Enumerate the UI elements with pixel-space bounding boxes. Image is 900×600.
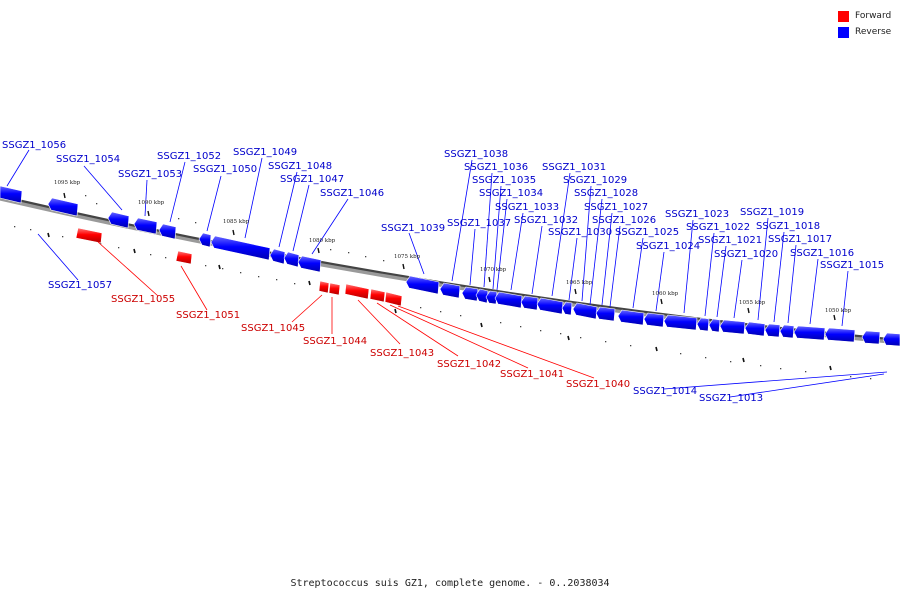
gene-label: SSGZ1_1019 <box>740 207 804 218</box>
kbp-tick-label: 1075 kbp <box>394 254 421 260</box>
gene-label: SSGZ1_1056 <box>2 140 66 151</box>
gene-label: SSGZ1_1016 <box>790 248 854 259</box>
gene-label: SSGZ1_1041 <box>500 369 564 380</box>
gene-label: SSGZ1_1043 <box>370 348 434 359</box>
gene-label: SSGZ1_1050 <box>193 164 257 175</box>
gene-label: SSGZ1_1040 <box>566 379 630 390</box>
gene-label: SSGZ1_1037 <box>447 218 511 229</box>
legend-item-reverse: Reverse <box>838 24 891 40</box>
gene-label: SSGZ1_1051 <box>176 310 240 321</box>
kbp-tick-label: 1085 kbp <box>223 219 250 225</box>
gene-label: SSGZ1_1027 <box>584 202 648 213</box>
gene-label: SSGZ1_1046 <box>320 188 384 199</box>
forward-swatch <box>838 10 849 22</box>
gene-label: SSGZ1_1033 <box>495 202 559 213</box>
reverse-features <box>0 185 900 347</box>
kbp-tick-label: 1095 kbp <box>54 180 81 186</box>
gene-label: SSGZ1_1013 <box>699 393 763 404</box>
kbp-tick-label: 1050 kbp <box>825 308 852 314</box>
gene-label: SSGZ1_1057 <box>48 280 112 291</box>
gene-label: SSGZ1_1052 <box>157 151 221 162</box>
legend: Forward Reverse <box>838 8 891 40</box>
gene-label: SSGZ1_1035 <box>472 175 536 186</box>
gene-label: SSGZ1_1028 <box>574 188 638 199</box>
gene-label: SSGZ1_1024 <box>636 241 700 252</box>
gene-label: SSGZ1_1053 <box>118 169 182 180</box>
gene-label: SSGZ1_1021 <box>698 235 762 246</box>
gene-label: SSGZ1_1022 <box>686 222 750 233</box>
reverse-gene-labels: SSGZ1_1056 SSGZ1_1054 SSGZ1_1053 SSGZ1_1… <box>2 140 884 404</box>
kbp-tick-marks <box>63 192 836 321</box>
reverse-leader-lines <box>6 149 888 398</box>
gene-label: SSGZ1_1055 <box>111 294 175 305</box>
gene-label: SSGZ1_1030 <box>548 227 612 238</box>
legend-item-forward: Forward <box>838 8 891 24</box>
gene-label: SSGZ1_1047 <box>280 174 344 185</box>
gene-label: SSGZ1_1049 <box>233 147 297 158</box>
gene-label: SSGZ1_1026 <box>592 215 656 226</box>
forward-leader-lines <box>97 241 595 379</box>
gene-label: SSGZ1_1036 <box>464 162 528 173</box>
gene-label: SSGZ1_1014 <box>633 386 697 397</box>
gene-label: SSGZ1_1034 <box>479 188 543 199</box>
inner-track-major-ticks <box>47 232 832 371</box>
kbp-tick-label: 1065 kbp <box>566 280 593 286</box>
gene-label: SSGZ1_1042 <box>437 359 501 370</box>
gene-label: SSGZ1_1032 <box>514 215 578 226</box>
gene-label: SSGZ1_1045 <box>241 323 305 334</box>
kbp-tick-label: 1060 kbp <box>652 291 679 297</box>
kbp-tick-label: 1090 kbp <box>138 200 165 206</box>
gene-label: SSGZ1_1054 <box>56 154 120 165</box>
gene-label: SSGZ1_1025 <box>615 227 679 238</box>
gene-label: SSGZ1_1048 <box>268 161 332 172</box>
gene-label: SSGZ1_1029 <box>563 175 627 186</box>
legend-label-forward: Forward <box>855 11 892 21</box>
kbp-tick-label: 1080 kbp <box>309 238 336 244</box>
legend-label-reverse: Reverse <box>855 27 892 37</box>
gene-label: SSGZ1_1020 <box>714 249 778 260</box>
forward-features <box>75 227 403 307</box>
gene-label: SSGZ1_1038 <box>444 149 508 160</box>
gene-label: SSGZ1_1023 <box>665 209 729 220</box>
gene-label: SSGZ1_1031 <box>542 162 606 173</box>
kbp-tick-label: 1055 kbp <box>739 300 766 306</box>
kbp-tick-label: 1070 kbp <box>480 267 507 273</box>
map-caption: Streptococcus suis GZ1, complete genome.… <box>290 578 610 589</box>
reverse-swatch <box>838 26 849 38</box>
forward-gene-labels: SSGZ1_1055 SSGZ1_1051 SSGZ1_1045 SSGZ1_1… <box>111 294 630 390</box>
gene-label: SSGZ1_1017 <box>768 234 832 245</box>
gene-label: SSGZ1_1015 <box>820 260 884 271</box>
gene-label: SSGZ1_1039 <box>381 223 445 234</box>
gene-label: SSGZ1_1018 <box>756 221 820 232</box>
outer-track-dots <box>85 195 385 262</box>
kbp-tick-labels: 1095 kbp 1090 kbp 1085 kbp 1080 kbp 1075… <box>54 180 852 314</box>
inner-track-dots <box>14 226 872 380</box>
gene-label: SSGZ1_1044 <box>303 336 367 347</box>
